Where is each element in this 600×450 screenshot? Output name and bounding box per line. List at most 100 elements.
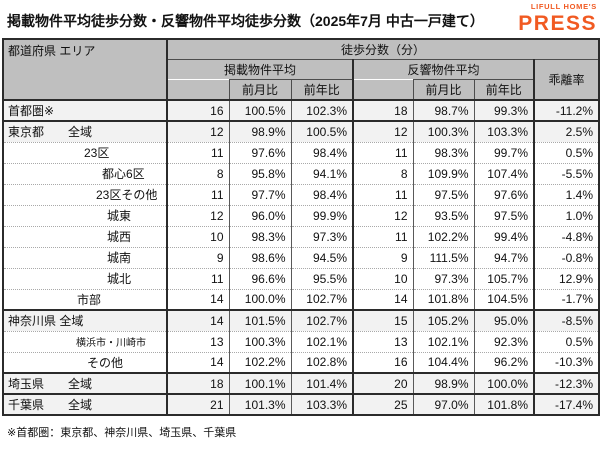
response-avg-value-cell: 18 xyxy=(352,99,413,121)
listed-avg-value-cell: 13 xyxy=(166,330,229,352)
response-mom-cell: 93.5% xyxy=(412,204,474,226)
area-cell: 城南 xyxy=(3,246,168,268)
listed-avg-value-cell: 16 xyxy=(166,99,229,121)
divergence-cell: -1.7% xyxy=(533,288,599,310)
listed-mom-cell: 97.7% xyxy=(228,183,291,205)
logo-top-text: LIFULL HOME'S xyxy=(530,2,597,11)
area-cell: その他 xyxy=(3,351,168,373)
response-yoy-cell: 99.7% xyxy=(473,141,534,163)
listed-mom-cell: 100.0% xyxy=(228,288,291,310)
page-title: 掲載物件平均徒歩分数・反響物件平均徒歩分数（2025年7月 中古一戸建て） xyxy=(7,13,484,29)
listed-mom-cell: 102.2% xyxy=(228,351,291,373)
response-mom-cell: 97.0% xyxy=(412,393,474,415)
area-cell: 城東 xyxy=(3,204,168,226)
listed-yoy-cell: 102.3% xyxy=(290,99,353,121)
response-mom-cell: 101.8% xyxy=(412,288,474,310)
table-row: 神奈川県 全域 14 101.5% 102.7% 15 105.2% 95.0% -8.5% xyxy=(3,309,599,331)
area-cell: 埼玉県 全域 xyxy=(3,372,168,394)
divergence-cell: -0.8% xyxy=(533,246,599,268)
listed-avg-value-cell: 11 xyxy=(166,183,229,205)
listed-yoy-cell: 102.7% xyxy=(290,309,353,331)
header-row-2: 掲載物件平均 反響物件平均 乖離率 xyxy=(3,59,600,101)
divergence-cell: -8.5% xyxy=(533,309,599,331)
divergence-cell: 2.5% xyxy=(533,120,599,142)
listed-avg-value-cell: 11 xyxy=(166,141,229,163)
response-avg-value-cell: 10 xyxy=(352,267,413,289)
col-header-listed-avg: 掲載物件平均 xyxy=(166,59,354,80)
response-avg-value-cell: 11 xyxy=(352,225,413,247)
listed-avg-value-cell: 12 xyxy=(166,120,229,142)
col-header-divergence-rate: 乖離率 xyxy=(533,59,600,101)
area-cell: 23区 xyxy=(3,141,168,163)
divergence-cell: -5.5% xyxy=(533,162,599,184)
response-mom-cell: 105.2% xyxy=(412,309,474,331)
table-row: 市部 14 100.0% 102.7% 14 101.8% 104.5% -1.7% xyxy=(3,288,599,310)
listed-avg-value-cell: 14 xyxy=(166,288,229,310)
listed-mom-cell: 95.8% xyxy=(228,162,291,184)
response-avg-value-cell: 15 xyxy=(352,309,413,331)
logo-main-text: PRESS xyxy=(518,11,597,35)
listed-mom-cell: 98.9% xyxy=(228,120,291,142)
listed-yoy-cell: 97.3% xyxy=(290,225,353,247)
col-header-area: 都道府県 エリア xyxy=(2,38,168,101)
col-header-response-value xyxy=(352,79,414,101)
listed-yoy-cell: 98.4% xyxy=(290,183,353,205)
table-row: 城西 10 98.3% 97.3% 11 102.2% 99.4% -4.8% xyxy=(3,225,599,247)
response-yoy-cell: 99.4% xyxy=(473,225,534,247)
col-header-response-yoy: 前年比 xyxy=(473,79,535,101)
response-mom-cell: 100.3% xyxy=(412,120,474,142)
area-cell: 23区その他 xyxy=(3,183,168,205)
listed-yoy-cell: 101.4% xyxy=(290,372,353,394)
response-yoy-cell: 92.3% xyxy=(473,330,534,352)
listed-yoy-cell: 98.4% xyxy=(290,141,353,163)
header-row-1: 都道府県 エリア 徒歩分数（分） xyxy=(2,38,600,101)
footnote: ※首都圏：東京都、神奈川県、埼玉県、千葉県 xyxy=(7,427,237,439)
response-yoy-cell: 97.5% xyxy=(473,204,534,226)
listed-mom-cell: 100.5% xyxy=(228,99,291,121)
response-yoy-cell: 101.8% xyxy=(473,393,534,415)
divergence-cell: -11.2% xyxy=(533,99,599,121)
title-bar: 掲載物件平均徒歩分数・反響物件平均徒歩分数（2025年7月 中古一戸建て） LI… xyxy=(0,0,600,38)
listed-avg-value-cell: 11 xyxy=(166,267,229,289)
response-mom-cell: 98.7% xyxy=(412,99,474,121)
listed-mom-cell: 97.6% xyxy=(228,141,291,163)
listed-yoy-cell: 94.1% xyxy=(290,162,353,184)
listed-avg-value-cell: 8 xyxy=(166,162,229,184)
table-row: 埼玉県 全域 18 100.1% 101.4% 20 98.9% 100.0% -12.3% xyxy=(3,372,599,394)
table-row: 首都圏※ 16 100.5% 102.3% 18 98.7% 99.3% -11.2% xyxy=(3,99,599,121)
col-header-listed-yoy: 前年比 xyxy=(290,79,354,101)
listed-yoy-cell: 102.1% xyxy=(290,330,353,352)
listed-avg-value-cell: 14 xyxy=(166,351,229,373)
response-avg-value-cell: 13 xyxy=(352,330,413,352)
table-row: 城東 12 96.0% 99.9% 12 93.5% 97.5% 1.0% xyxy=(3,204,599,226)
response-yoy-cell: 95.0% xyxy=(473,309,534,331)
response-mom-cell: 109.9% xyxy=(412,162,474,184)
table-row: 千葉県 全域 21 101.3% 103.3% 25 97.0% 101.8% -17.4% xyxy=(3,393,599,415)
response-mom-cell: 102.2% xyxy=(412,225,474,247)
area-cell: 都心6区 xyxy=(3,162,168,184)
listed-avg-value-cell: 14 xyxy=(166,309,229,331)
table-row: 東京都 全域 12 98.9% 100.5% 12 100.3% 103.3% 2.5% xyxy=(3,120,599,142)
area-cell: 首都圏※ xyxy=(3,99,168,121)
listed-avg-value-cell: 9 xyxy=(166,246,229,268)
response-mom-cell: 104.4% xyxy=(412,351,474,373)
listed-mom-cell: 98.3% xyxy=(228,225,291,247)
table-row: 都心6区 8 95.8% 94.1% 8 109.9% 107.4% -5.5% xyxy=(3,162,599,184)
divergence-cell: 0.5% xyxy=(533,141,599,163)
response-avg-value-cell: 9 xyxy=(352,246,413,268)
response-avg-value-cell: 8 xyxy=(352,162,413,184)
col-header-response-mom: 前月比 xyxy=(412,79,475,101)
response-mom-cell: 98.3% xyxy=(412,141,474,163)
table-row: 城南 9 98.6% 94.5% 9 111.5% 94.7% -0.8% xyxy=(3,246,599,268)
listed-yoy-cell: 103.3% xyxy=(290,393,353,415)
response-mom-cell: 111.5% xyxy=(412,246,474,268)
listed-yoy-cell: 95.5% xyxy=(290,267,353,289)
divergence-cell: 12.9% xyxy=(533,267,599,289)
response-avg-value-cell: 25 xyxy=(352,393,413,415)
table-header: 都道府県 エリア 徒歩分数（分） 掲載物件平均 反響物件平均 乖離率 前月比 前… xyxy=(2,38,600,101)
response-yoy-cell: 94.7% xyxy=(473,246,534,268)
response-yoy-cell: 96.2% xyxy=(473,351,534,373)
listed-yoy-cell: 102.7% xyxy=(290,288,353,310)
response-yoy-cell: 107.4% xyxy=(473,162,534,184)
table-row: その他 14 102.2% 102.8% 16 104.4% 96.2% -10.3% xyxy=(3,351,599,373)
